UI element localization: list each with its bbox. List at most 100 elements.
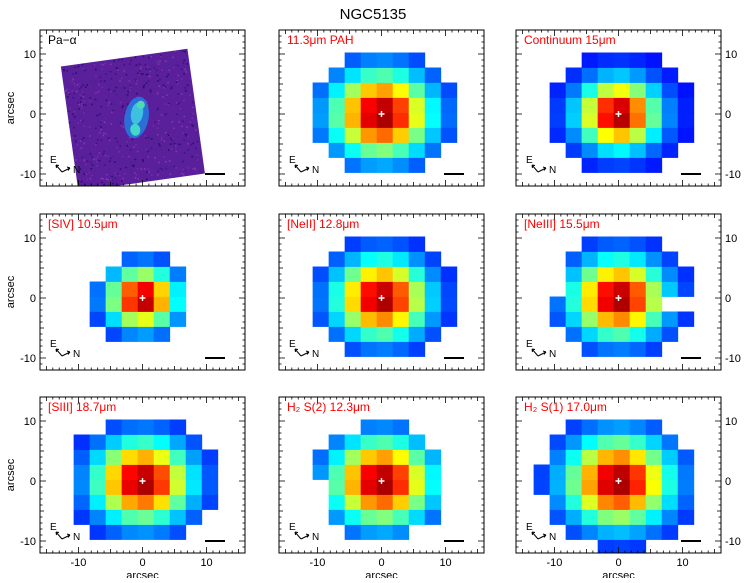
map-pixel: [581, 236, 599, 252]
map-pixel: [360, 67, 378, 83]
map-pixel: [565, 67, 583, 83]
panel-label: [NeIII] 15.5μm: [524, 217, 600, 231]
panel-content: [60, 48, 205, 186]
map-pixel: [169, 281, 187, 297]
y-tick-label: 0: [30, 293, 36, 305]
panel-6: -10 0 10 arcsec [NeIII] 15.5μm E N: [515, 213, 747, 371]
map-pixel: [121, 281, 139, 297]
map-pixel: [137, 479, 155, 495]
map-pixel: [328, 311, 346, 327]
compass-north-arrow: [300, 350, 310, 357]
map-pixel: [376, 449, 394, 465]
map-pixel: [392, 419, 410, 435]
map-pixel: [105, 464, 123, 480]
map-pixel: [424, 97, 442, 113]
panel-content: [89, 251, 187, 342]
map-pixel: [392, 266, 410, 282]
panel-label: Continuum 15μm: [524, 33, 616, 47]
center-marker: [615, 295, 622, 301]
compass-north-arrow: [61, 533, 71, 540]
center-marker: [139, 478, 146, 484]
compass-east-label: E: [526, 339, 533, 350]
map-pixel: [581, 434, 599, 450]
map-pixel: [328, 434, 346, 450]
map-pixel: [137, 296, 155, 312]
panel-5: [NeII] 12.8μm E N: [278, 213, 485, 371]
map-pixel: [105, 419, 123, 435]
map-pixel: [424, 281, 442, 297]
map-pixel: [328, 67, 346, 83]
map-pixel: [677, 281, 695, 297]
map-pixel: [376, 142, 394, 158]
map-pixel: [661, 494, 679, 510]
compass-north-label: N: [73, 532, 80, 543]
map-pixel: [376, 296, 394, 312]
map-pixel: [360, 142, 378, 158]
compass-north-label: N: [549, 349, 556, 360]
map-pixel: [360, 157, 378, 173]
map-pixel: [328, 82, 346, 98]
map-pixel: [645, 509, 663, 525]
map-pixel: [661, 127, 679, 143]
map-pixel: [565, 449, 583, 465]
map-pixel: [344, 479, 362, 495]
compass-north-label: N: [549, 165, 556, 176]
map-pixel: [661, 82, 679, 98]
map-pixel: [408, 112, 426, 128]
panel-9: -10 0 10 arcsec -10 0 10 arcsec H₂ S(1) 17.0μm E N: [515, 396, 747, 582]
map-pixel: [360, 281, 378, 297]
map-pixel: [392, 157, 410, 173]
map-pixel: [392, 251, 410, 267]
map-pixel: [597, 296, 615, 312]
map-pixel: [137, 281, 155, 297]
map-pixel: [360, 266, 378, 282]
map-pixel: [549, 296, 567, 312]
y-axis-label: arcsec: [5, 91, 17, 124]
map-pixel: [392, 341, 410, 357]
x-tick-label: 10: [676, 557, 688, 569]
compass-east-label: E: [50, 339, 57, 350]
map-pixel: [440, 311, 458, 327]
map-pixel: [376, 434, 394, 450]
panel-content: [533, 419, 695, 553]
map-pixel: [312, 112, 330, 128]
map-pixel: [376, 157, 394, 173]
map-pixel: [376, 281, 394, 297]
map-pixel: [121, 434, 139, 450]
map-pixel: [89, 524, 107, 540]
map-pixel: [533, 479, 551, 495]
y-tick-label: -10: [725, 536, 741, 548]
center-marker: [615, 111, 622, 117]
map-pixel: [581, 157, 599, 173]
map-pixel: [565, 524, 583, 540]
panel-content: [312, 236, 458, 357]
map-pixel: [105, 281, 123, 297]
map-pixel: [581, 281, 599, 297]
map-pixel: [392, 434, 410, 450]
map-pixel: [581, 251, 599, 267]
map-pixel: [185, 494, 203, 510]
map-pixel: [645, 142, 663, 158]
map-pixel: [185, 434, 203, 450]
map-pixel: [408, 311, 426, 327]
center-marker: [378, 111, 385, 117]
map-pixel: [629, 449, 647, 465]
map-pixel: [424, 494, 442, 510]
map-pixel: [376, 494, 394, 510]
map-pixel: [169, 419, 187, 435]
map-pixel: [613, 67, 631, 83]
map-pixel: [408, 251, 426, 267]
map-pixel: [645, 311, 663, 327]
map-pixel: [613, 494, 631, 510]
map-pixel: [613, 157, 631, 173]
map-pixel: [376, 52, 394, 68]
map-pixel: [392, 142, 410, 158]
map-pixel: [629, 464, 647, 480]
map-pixel: [376, 479, 394, 495]
map-pixel: [645, 281, 663, 297]
map-pixel: [360, 326, 378, 342]
map-pixel: [661, 112, 679, 128]
compass-north-label: N: [312, 532, 319, 543]
map-pixel: [629, 494, 647, 510]
map-pixel: [645, 97, 663, 113]
